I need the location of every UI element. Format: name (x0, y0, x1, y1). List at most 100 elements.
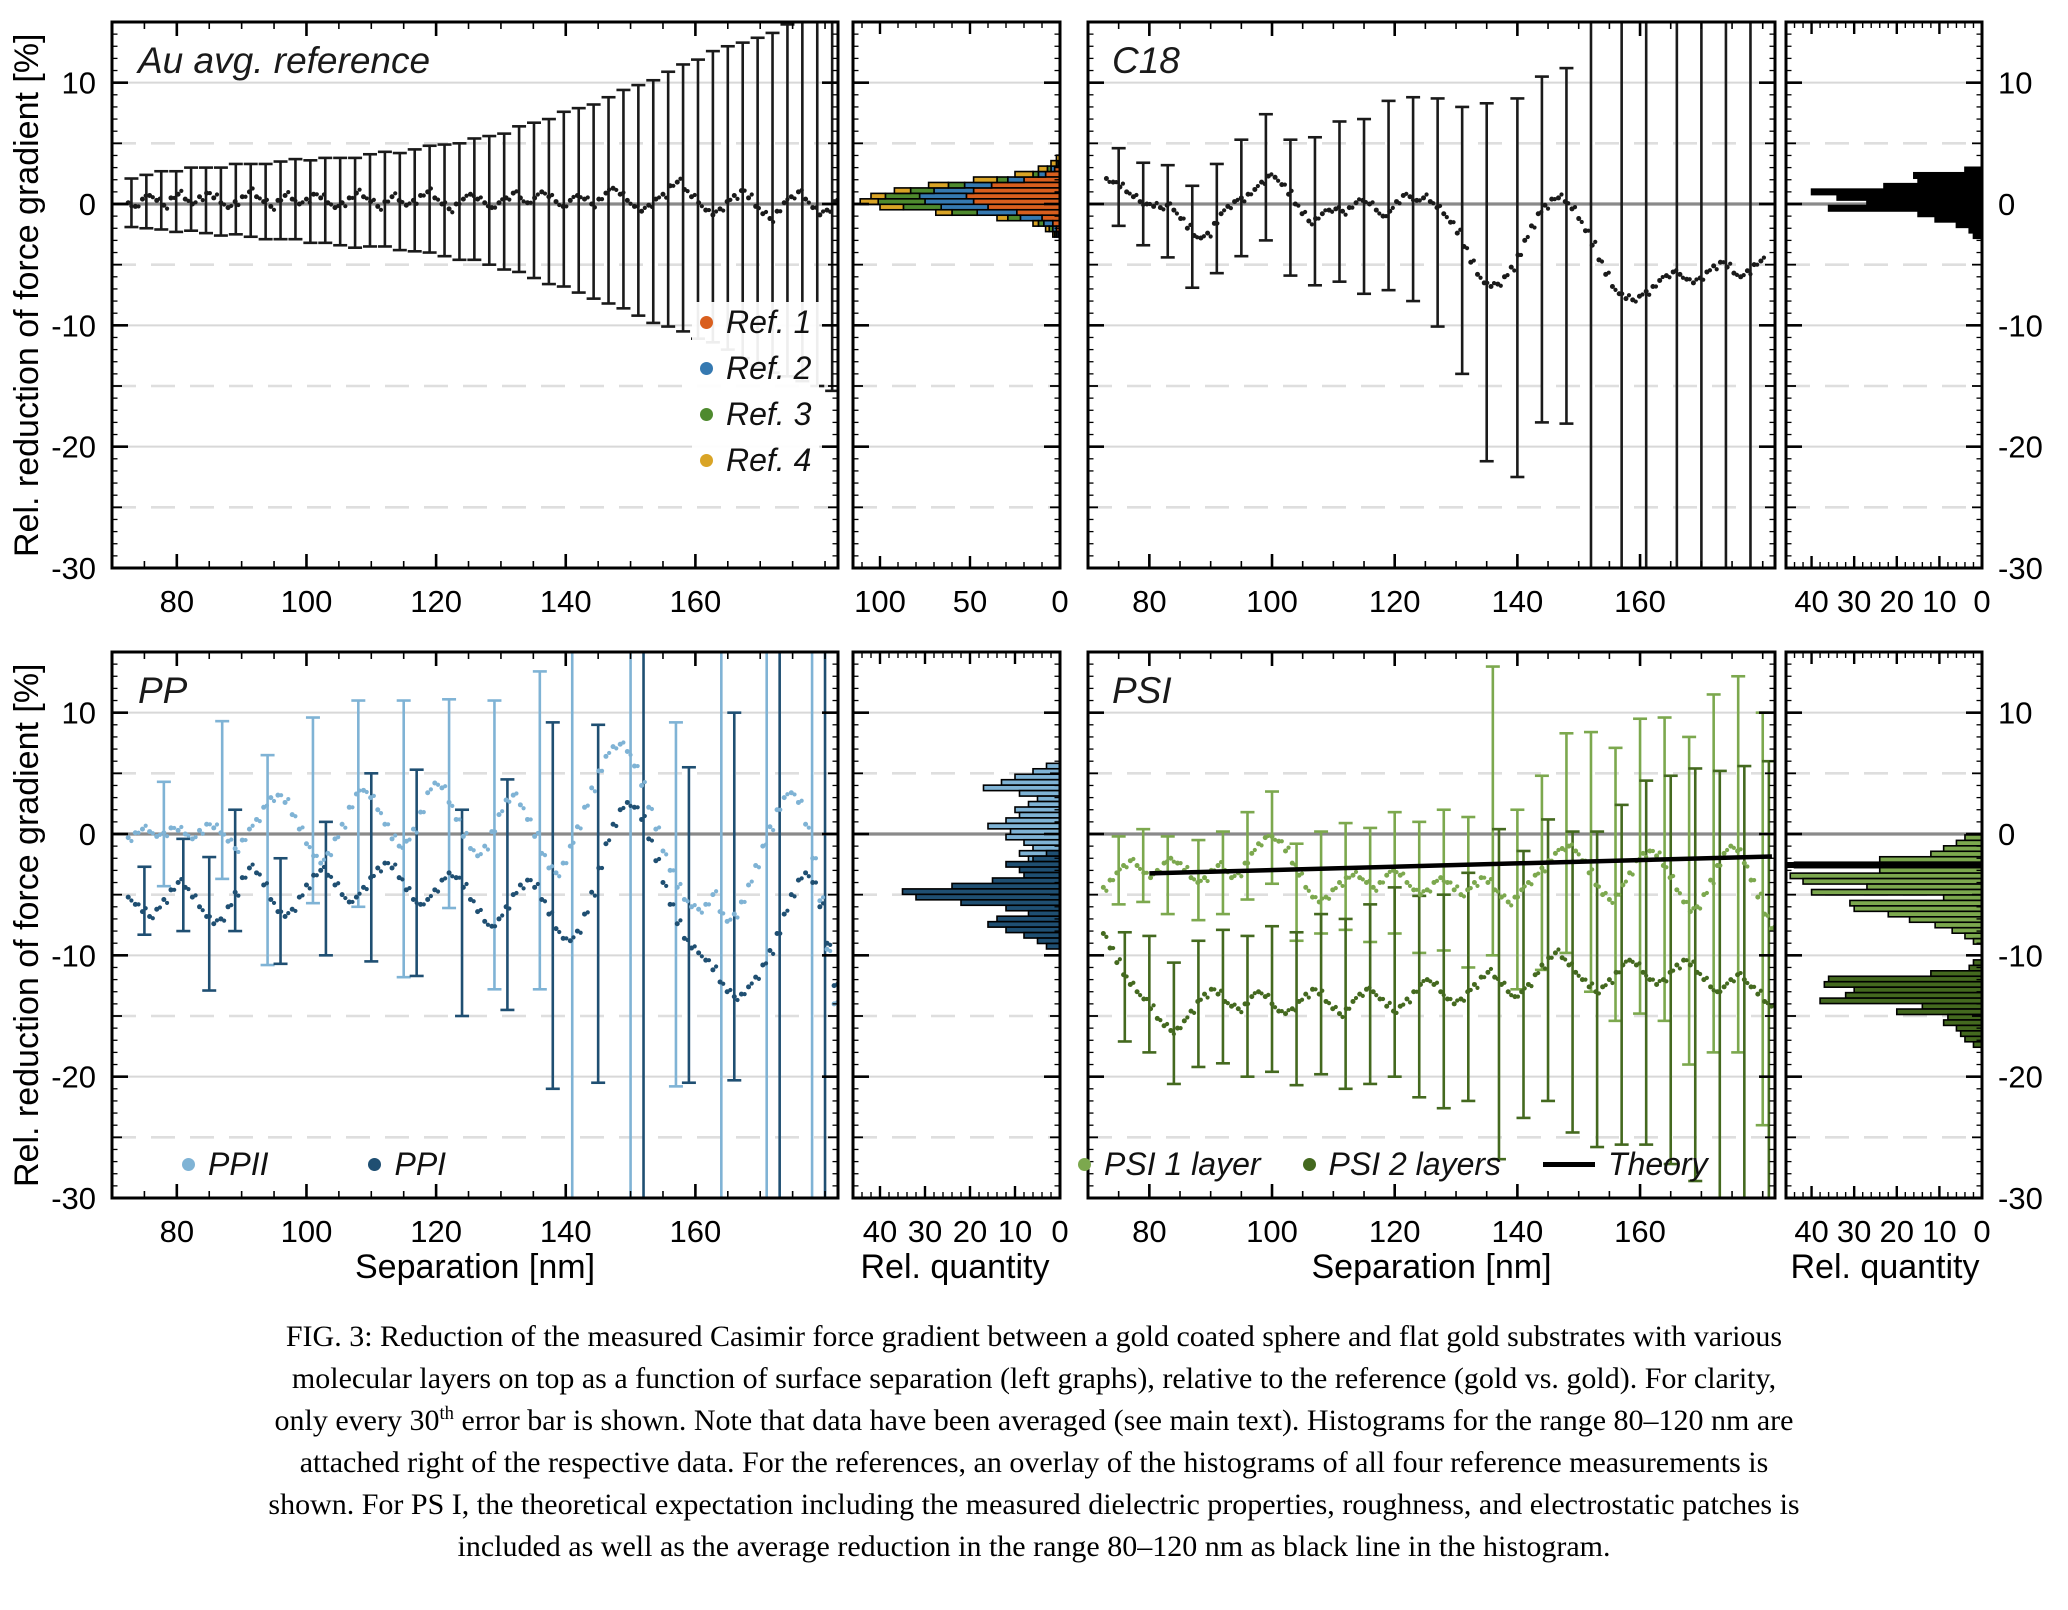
y-axis-label-bottom-row: Rel. reduction of force gradient [%] (8, 663, 46, 1187)
legend-label: Theory (1608, 1146, 1708, 1182)
caption-line: only every 30th error bar is shown. Note… (274, 1403, 1794, 1437)
svg-text:-20: -20 (51, 1060, 96, 1095)
legend-dot-icon (700, 408, 713, 421)
svg-text:20: 20 (1880, 1214, 1914, 1249)
svg-text:-30: -30 (51, 551, 96, 586)
legend-dot-icon (700, 454, 713, 467)
svg-text:30: 30 (1837, 1214, 1871, 1249)
svg-text:160: 160 (670, 584, 722, 619)
svg-text:-20: -20 (1998, 1060, 2043, 1095)
legend-dot-icon (700, 362, 713, 375)
x-axis-label-separation-left: Separation [nm] (354, 1248, 596, 1286)
svg-text:-20: -20 (51, 430, 96, 465)
svg-text:120: 120 (410, 1214, 462, 1249)
svg-text:80: 80 (160, 1214, 194, 1249)
legend-dot-icon (182, 1158, 195, 1171)
caption-line: shown. For PS I, the theoretical expecta… (268, 1488, 1800, 1521)
svg-text:100: 100 (281, 1214, 333, 1249)
svg-text:-10: -10 (1998, 308, 2043, 343)
svg-text:80: 80 (1132, 1214, 1166, 1249)
legend-dot-icon (700, 316, 713, 329)
svg-text:120: 120 (1369, 1214, 1421, 1249)
panel-title-psi: PSI (1112, 670, 1172, 711)
legend-dot-icon (1302, 1158, 1316, 1171)
svg-text:140: 140 (540, 1214, 592, 1249)
svg-text:50: 50 (953, 584, 987, 619)
svg-text:120: 120 (1369, 584, 1421, 619)
svg-text:80: 80 (160, 584, 194, 619)
legend-pp: PPII PPI (182, 1146, 446, 1183)
svg-text:0: 0 (1973, 1214, 1990, 1249)
caption-line: FIG. 3: Reduction of the measured Casimi… (285, 1320, 1783, 1353)
svg-text:10: 10 (998, 1214, 1032, 1249)
svg-text:140: 140 (540, 584, 592, 619)
legend-dot-icon (1078, 1158, 1091, 1171)
legend-label: PSI 2 layers (1328, 1146, 1502, 1182)
svg-text:160: 160 (1614, 584, 1666, 619)
svg-text:30: 30 (1837, 584, 1871, 619)
svg-text:-20: -20 (1998, 430, 2043, 465)
legend-item: Ref. 2 (700, 350, 811, 387)
svg-text:-30: -30 (1998, 1181, 2043, 1216)
svg-text:40: 40 (1794, 584, 1828, 619)
caption-line: included as well as the average reductio… (457, 1530, 1611, 1563)
x-axis-label-separation-right: Separation [nm] (1311, 1248, 1552, 1286)
svg-text:0: 0 (1051, 584, 1068, 619)
svg-text:-10: -10 (1998, 938, 2043, 973)
legend-label: Ref. 1 (726, 304, 812, 340)
legend-item: Ref. 4 (700, 442, 811, 479)
svg-text:160: 160 (670, 1214, 722, 1249)
svg-text:100: 100 (1246, 584, 1298, 619)
panel-title-pp: PP (138, 670, 188, 711)
legend-item: PSI 1 layer (1078, 1146, 1261, 1183)
legend-references: Ref. 1 Ref. 2 Ref. 3 Ref. 4 (692, 302, 820, 481)
figure-caption: FIG. 3: Reduction of the measured Casimi… (30, 1316, 2038, 1568)
svg-text:120: 120 (410, 584, 462, 619)
svg-text:40: 40 (1794, 1214, 1828, 1249)
svg-text:160: 160 (1614, 1214, 1666, 1249)
y-axis-label-top-row: Rel. reduction of force gradient [%] (8, 33, 46, 557)
legend-label: Ref. 4 (726, 442, 812, 478)
svg-text:40: 40 (863, 1214, 897, 1249)
svg-text:-10: -10 (51, 938, 96, 973)
legend-label: Ref. 3 (726, 396, 812, 432)
legend-label: PPI (394, 1146, 447, 1182)
x-axis-label-quantity-left: Rel. quantity (860, 1248, 1050, 1286)
svg-text:-10: -10 (51, 308, 96, 343)
svg-text:10: 10 (1998, 696, 2032, 731)
legend-label: PPII (208, 1146, 269, 1182)
legend-label: PSI 1 layer (1104, 1146, 1261, 1182)
svg-text:100: 100 (1246, 1214, 1298, 1249)
svg-text:-30: -30 (51, 1181, 96, 1216)
svg-text:0: 0 (1998, 817, 2015, 852)
svg-text:10: 10 (1922, 1214, 1956, 1249)
legend-item: Theory (1543, 1146, 1708, 1183)
legend-item: PPII (182, 1146, 268, 1183)
svg-text:80: 80 (1132, 584, 1166, 619)
svg-text:-30: -30 (1998, 551, 2043, 586)
svg-text:100: 100 (854, 584, 906, 619)
svg-text:20: 20 (1880, 584, 1914, 619)
svg-text:20: 20 (953, 1214, 987, 1249)
theory-line-icon (1543, 1162, 1596, 1167)
svg-text:100: 100 (281, 584, 333, 619)
svg-text:10: 10 (62, 66, 96, 101)
svg-text:140: 140 (1492, 584, 1544, 619)
legend-item: Ref. 1 (700, 304, 811, 341)
legend-psi: PSI 1 layer PSI 2 layers Theory (1078, 1146, 1708, 1183)
svg-text:0: 0 (79, 187, 96, 222)
x-axis-label-quantity-right: Rel. quantity (1790, 1248, 1980, 1286)
svg-text:0: 0 (1973, 584, 1990, 619)
legend-label: Ref. 2 (726, 350, 812, 386)
legend-dot-icon (368, 1158, 382, 1171)
panel-title-au-reference: Au avg. reference (138, 40, 431, 81)
svg-text:0: 0 (1051, 1214, 1068, 1249)
panel-title-c18: C18 (1112, 40, 1180, 81)
svg-text:140: 140 (1492, 1214, 1544, 1249)
svg-text:10: 10 (62, 696, 96, 731)
